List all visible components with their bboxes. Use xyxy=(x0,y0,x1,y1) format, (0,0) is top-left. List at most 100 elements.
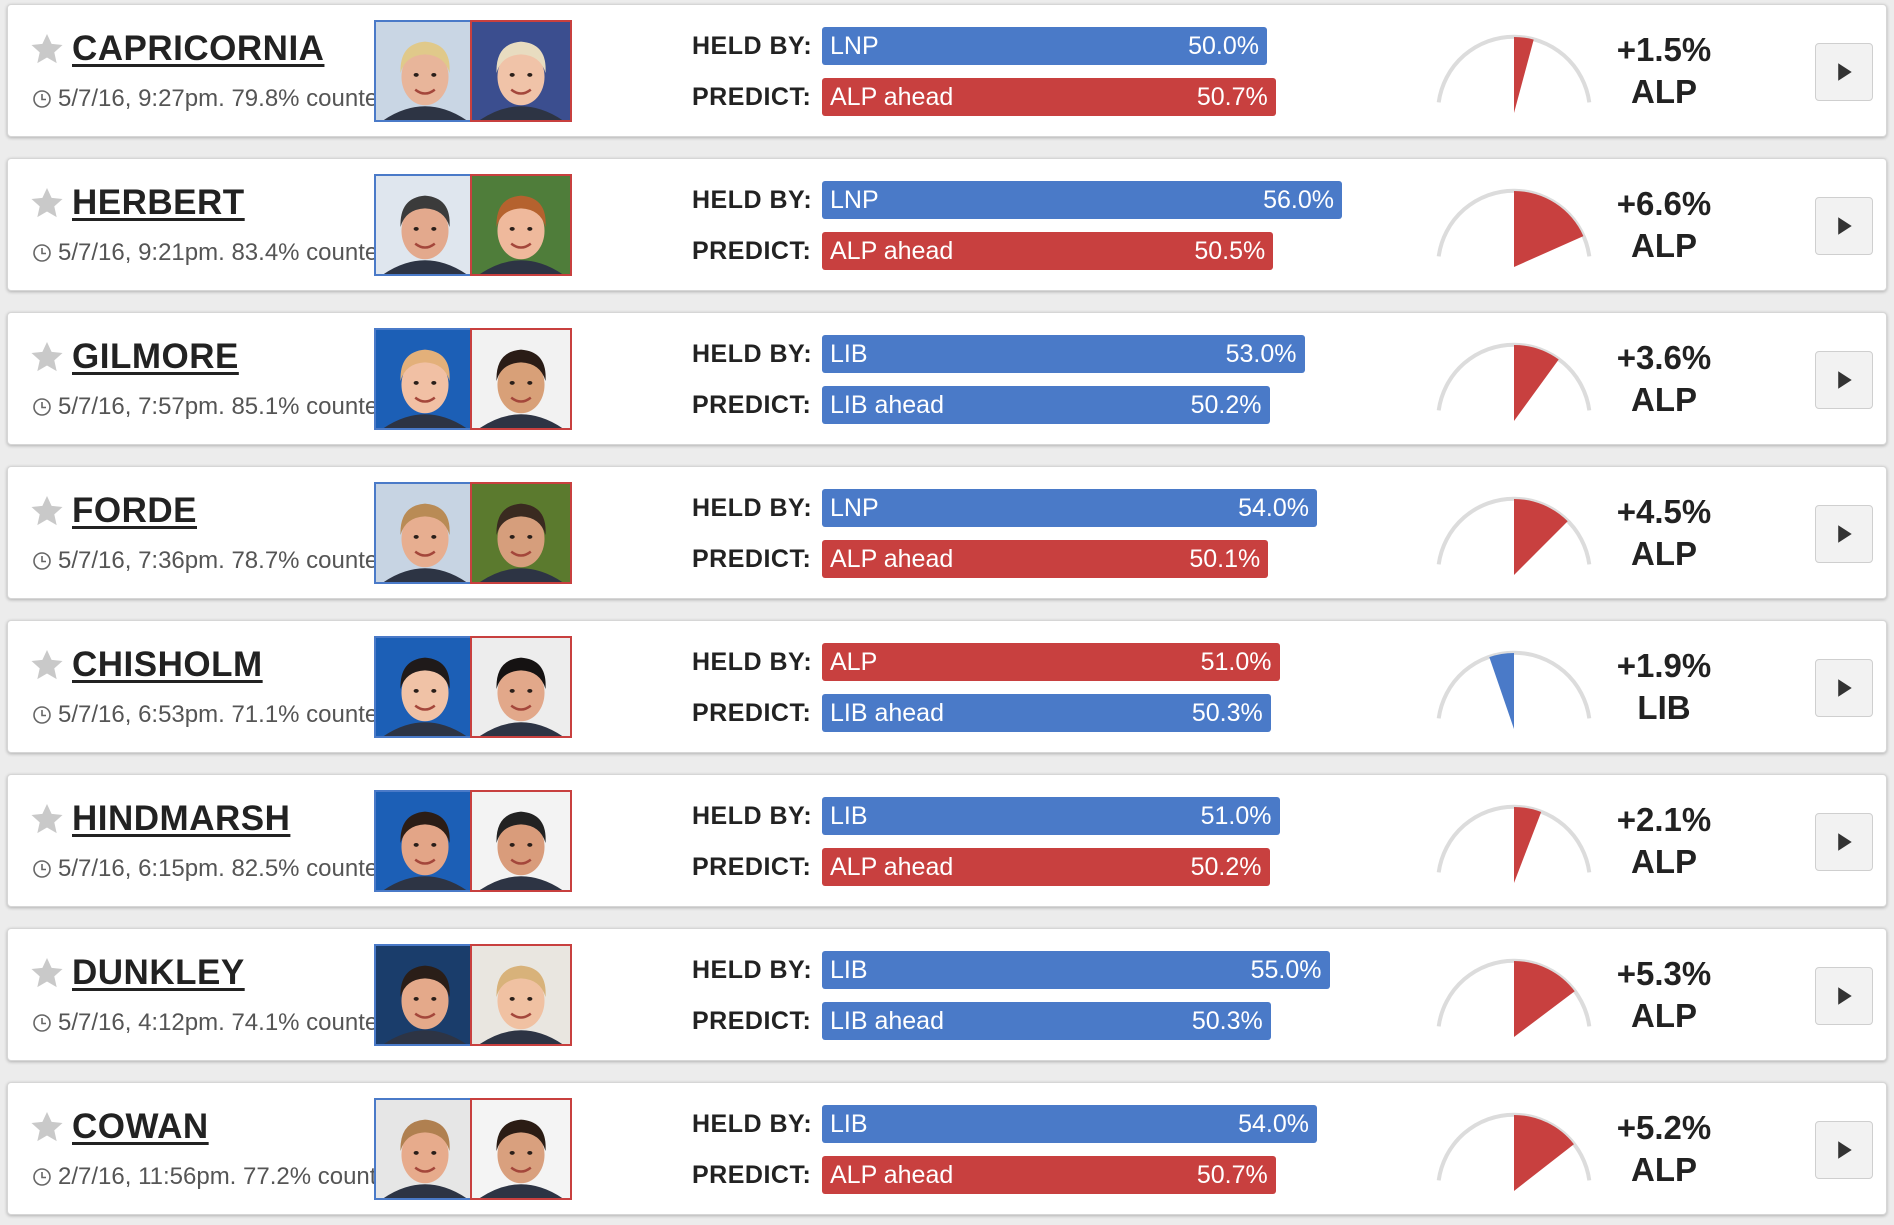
seat-card: COWAN 2/7/16, 11:56pm. 77.2% counted HEL… xyxy=(7,1082,1887,1215)
held-margin: 54.0% xyxy=(1238,1110,1309,1138)
held-by-bar: LIB 54.0% xyxy=(822,1105,1317,1143)
held-party: LIB xyxy=(830,956,868,984)
held-margin: 50.0% xyxy=(1188,32,1259,60)
swing-gauge xyxy=(1436,342,1592,421)
clock-icon xyxy=(33,860,51,878)
expand-button[interactable] xyxy=(1815,1121,1873,1179)
prediction-text: ALP ahead xyxy=(830,545,954,573)
count-status: 5/7/16, 7:36pm. 78.7% counted xyxy=(32,547,392,575)
swing-gauge xyxy=(1436,804,1592,883)
predict-label: PREDICT: xyxy=(692,237,812,265)
swing-value: +1.9% xyxy=(1616,647,1712,684)
seat-name-link[interactable]: HINDMARSH xyxy=(72,799,291,838)
swing-value: +5.3% xyxy=(1616,955,1712,992)
incumbent-photo xyxy=(374,482,476,584)
swing-gauge xyxy=(1436,958,1592,1037)
prediction-bar: LIB ahead 50.2% xyxy=(822,386,1270,424)
count-status: 5/7/16, 6:15pm. 82.5% counted xyxy=(32,855,392,883)
play-icon xyxy=(1838,63,1852,81)
seat-card: HINDMARSH 5/7/16, 6:15pm. 82.5% counted … xyxy=(7,774,1887,907)
predict-label: PREDICT: xyxy=(692,391,812,419)
swing-party: ALP xyxy=(1631,843,1697,880)
held-party: LIB xyxy=(830,802,868,830)
prediction-bar: LIB ahead 50.3% xyxy=(822,1002,1271,1040)
prediction-bar: LIB ahead 50.3% xyxy=(822,694,1271,732)
challenger-photo xyxy=(470,20,572,122)
predict-label: PREDICT: xyxy=(692,699,812,727)
count-status-text: 2/7/16, 11:56pm. 77.2% counted xyxy=(58,1163,404,1190)
seat-card: HERBERT 5/7/16, 9:21pm. 83.4% counted HE… xyxy=(7,158,1887,291)
clock-icon xyxy=(33,398,51,416)
incumbent-photo xyxy=(374,328,476,430)
predict-label: PREDICT: xyxy=(692,83,812,111)
clock-icon xyxy=(33,706,51,724)
seat-name-link[interactable]: DUNKLEY xyxy=(72,953,245,992)
count-status-text: 5/7/16, 6:53pm. 71.1% counted xyxy=(58,701,392,728)
held-by-bar: LNP 50.0% xyxy=(822,27,1267,65)
star-icon[interactable] xyxy=(28,492,66,530)
seat-name-link[interactable]: GILMORE xyxy=(72,337,239,376)
star-icon[interactable] xyxy=(28,646,66,684)
seat-name-link[interactable]: CHISHOLM xyxy=(72,645,263,684)
predict-label: PREDICT: xyxy=(692,1007,812,1035)
gauge-track xyxy=(1436,804,1592,873)
challenger-photo xyxy=(470,328,572,430)
expand-button[interactable] xyxy=(1815,197,1873,255)
seat-card: DUNKLEY 5/7/16, 4:12pm. 74.1% counted HE… xyxy=(7,928,1887,1061)
prediction-bar: ALP ahead 50.5% xyxy=(822,232,1274,270)
play-icon xyxy=(1838,371,1852,389)
star-icon[interactable] xyxy=(28,184,66,222)
seat-name-link[interactable]: COWAN xyxy=(72,1107,209,1146)
prediction-value: 50.1% xyxy=(1189,545,1261,573)
swing-wedge xyxy=(1514,961,1575,1037)
swing-wedge xyxy=(1514,1115,1574,1191)
incumbent-photo xyxy=(374,636,476,738)
count-status-text: 5/7/16, 7:57pm. 85.1% counted xyxy=(58,393,392,420)
expand-button[interactable] xyxy=(1815,967,1873,1025)
count-status-text: 5/7/16, 4:12pm. 74.1% counted xyxy=(58,1009,392,1036)
held-margin: 51.0% xyxy=(1200,648,1272,676)
prediction-bar: ALP ahead 50.7% xyxy=(822,1156,1276,1194)
expand-button[interactable] xyxy=(1815,813,1873,871)
expand-button[interactable] xyxy=(1815,659,1873,717)
seat-card: CAPRICORNIA 5/7/16, 9:27pm. 79.8% counte… xyxy=(7,4,1887,137)
star-icon[interactable] xyxy=(28,800,66,838)
seat-name-link[interactable]: HERBERT xyxy=(72,183,245,222)
swing-party: ALP xyxy=(1631,381,1697,418)
seat-name-link[interactable]: CAPRICORNIA xyxy=(72,29,325,68)
incumbent-photo xyxy=(374,174,476,276)
prediction-value: 50.3% xyxy=(1191,699,1263,727)
incumbent-photo xyxy=(374,944,476,1046)
held-party: LIB xyxy=(830,1110,868,1138)
star-icon[interactable] xyxy=(28,30,66,68)
swing-value: +5.2% xyxy=(1616,1109,1712,1146)
prediction-value: 50.7% xyxy=(1196,83,1268,111)
gauge-track xyxy=(1436,958,1592,1027)
prediction-value: 50.3% xyxy=(1191,1007,1263,1035)
swing-value: +4.5% xyxy=(1616,493,1712,530)
star-icon[interactable] xyxy=(28,954,66,992)
prediction-value: 50.2% xyxy=(1190,853,1262,881)
held-margin: 56.0% xyxy=(1263,186,1334,214)
expand-button[interactable] xyxy=(1815,43,1873,101)
clock-icon xyxy=(33,1014,51,1032)
play-icon xyxy=(1838,1141,1852,1159)
prediction-value: 50.2% xyxy=(1190,391,1262,419)
held-party: ALP xyxy=(830,648,878,676)
expand-button[interactable] xyxy=(1815,351,1873,409)
seat-name-link[interactable]: FORDE xyxy=(72,491,197,530)
star-icon[interactable] xyxy=(28,1108,66,1146)
held-by-label: HELD BY: xyxy=(692,648,813,676)
swing-party: LIB xyxy=(1637,689,1691,726)
challenger-photo xyxy=(470,790,572,892)
prediction-text: LIB ahead xyxy=(830,699,944,727)
seat-card: CHISHOLM 5/7/16, 6:53pm. 71.1% counted H… xyxy=(7,620,1887,753)
gauge-track xyxy=(1436,188,1592,257)
count-status-text: 5/7/16, 6:15pm. 82.5% counted xyxy=(58,855,392,882)
expand-button[interactable] xyxy=(1815,505,1873,563)
count-status-text: 5/7/16, 9:21pm. 83.4% counted xyxy=(58,239,392,266)
held-by-bar: LNP 54.0% xyxy=(822,489,1317,527)
count-status: 2/7/16, 11:56pm. 77.2% counted xyxy=(32,1163,403,1191)
star-icon[interactable] xyxy=(28,338,66,376)
held-by-label: HELD BY: xyxy=(692,956,813,984)
